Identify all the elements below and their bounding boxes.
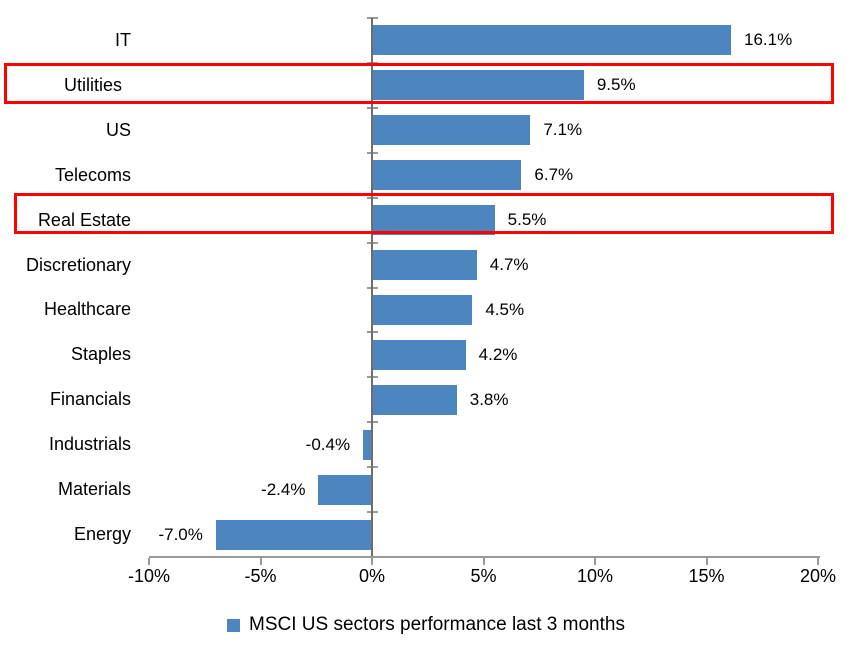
value-label-healthcare: 4.5% xyxy=(485,299,525,319)
bar-staples xyxy=(372,339,466,370)
category-label-financials: Financials xyxy=(49,389,131,410)
category-label-healthcare: Healthcare xyxy=(43,299,131,320)
bar-real-estate xyxy=(372,205,495,236)
legend-label: MSCI US sectors performance last 3 month… xyxy=(249,614,625,635)
x-tick-mark xyxy=(482,558,485,565)
x-tick-label-5pct: 5% xyxy=(470,566,497,586)
bar-discretionary xyxy=(372,250,477,281)
bar-energy xyxy=(215,519,372,550)
value-label-materials: -2.4% xyxy=(261,479,306,499)
category-label-energy: Energy xyxy=(73,524,131,545)
value-label-it: 16.1% xyxy=(744,30,793,50)
x-tick-label-15pct: 15% xyxy=(688,566,725,586)
category-label-utilities: Utilities xyxy=(63,74,122,95)
x-tick-mark xyxy=(371,558,373,565)
value-label-telecoms: 6.7% xyxy=(534,165,574,185)
category-label-materials: Materials xyxy=(57,479,131,500)
x-tick-label-20pct: 20% xyxy=(799,566,837,586)
category-label-it: IT xyxy=(115,29,131,50)
highlight-box-utilities xyxy=(4,63,834,104)
bar-financials xyxy=(372,384,457,415)
category-label-staples: Staples xyxy=(70,344,131,365)
category-label-discretionary: Discretionary xyxy=(25,254,131,275)
value-label-energy: -7.0% xyxy=(158,524,203,544)
x-tick-mark xyxy=(148,558,150,565)
x-tick-label-0pct: 0% xyxy=(358,566,386,586)
x-tick-mark xyxy=(817,558,819,565)
value-label-real-estate: 5.5% xyxy=(507,210,547,230)
value-label-utilities: 9.5% xyxy=(596,75,636,95)
legend-marker xyxy=(227,618,241,632)
value-label-discretionary: 4.7% xyxy=(489,255,529,275)
x-tick-mark xyxy=(594,558,596,565)
category-label-telecoms: Telecoms xyxy=(54,164,131,185)
bar-materials xyxy=(318,474,372,505)
category-label-industrials: Industrials xyxy=(48,434,131,455)
bar-us xyxy=(372,115,531,146)
highlight-box-real-estate xyxy=(14,193,834,234)
value-label-financials: 3.8% xyxy=(469,389,509,409)
category-label-real-estate: Real Estate xyxy=(37,209,131,230)
value-label-us: 7.1% xyxy=(543,120,583,140)
legend: MSCI US sectors performance last 3 month… xyxy=(0,611,852,639)
category-label-us: US xyxy=(105,119,131,140)
bar-healthcare xyxy=(372,294,473,325)
x-axis-line xyxy=(149,556,820,558)
value-label-staples: 4.2% xyxy=(478,344,518,364)
bar-telecoms xyxy=(372,160,522,191)
x-tick-mark xyxy=(259,558,262,565)
bar-it xyxy=(372,25,732,56)
x-tick-label-10pct: 10% xyxy=(576,566,614,586)
value-label-industrials: -0.4% xyxy=(305,434,351,454)
bar-industrials xyxy=(363,429,372,460)
bar-utilities xyxy=(372,70,584,101)
x-tick-label-neg10pct: -10% xyxy=(127,566,171,586)
zero-axis-line xyxy=(371,18,373,557)
x-tick-label-neg5pct: -5% xyxy=(244,566,277,586)
x-tick-mark xyxy=(705,558,708,565)
